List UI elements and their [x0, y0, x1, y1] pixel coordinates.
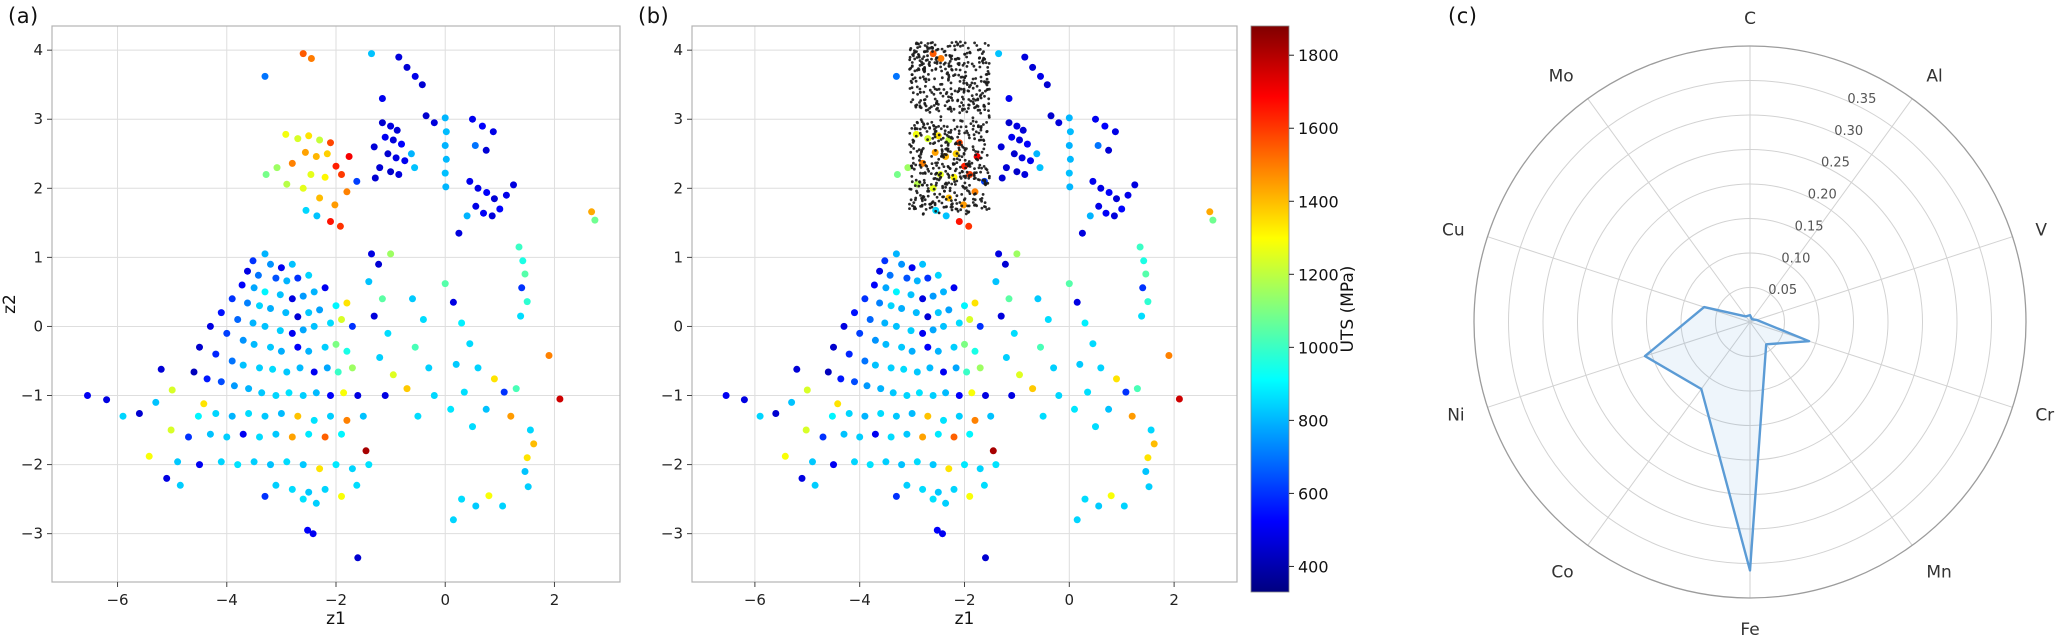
svg-text:C: C: [1744, 9, 1756, 29]
svg-text:−6: −6: [106, 591, 128, 609]
svg-text:Mo: Mo: [1549, 66, 1574, 86]
svg-text:Cr: Cr: [2035, 406, 2054, 426]
panel-b-label: (b): [638, 4, 670, 28]
svg-text:0.15: 0.15: [1795, 219, 1824, 234]
svg-text:3: 3: [673, 110, 683, 128]
svg-text:V: V: [2035, 220, 2047, 240]
svg-text:4: 4: [33, 41, 43, 59]
scatter-points: [84, 50, 599, 562]
svg-text:Al: Al: [1926, 66, 1942, 86]
svg-text:1: 1: [33, 248, 43, 266]
svg-text:−2: −2: [661, 456, 683, 474]
svg-text:0.35: 0.35: [1847, 92, 1876, 107]
scatter-plot-a: −6 −4 −2 0 2 −3 −2 −1 0 1 2 3 4 z1 z2: [0, 25, 621, 629]
axis-ticks: −6 −4 −2 0 2 −3 −2 −1 0 1 2 3 4: [661, 41, 1179, 609]
grid-lines: [52, 26, 620, 582]
colorbar-gradient: [1250, 25, 1290, 593]
svg-text:0.25: 0.25: [1821, 156, 1850, 171]
panel-c-radar: (c) C Al V Cr Mn Fe Co Ni Cu Mo 0.05 0.10 0.15 0.20 0.…: [1360, 0, 2069, 638]
panel-a-label: (a): [8, 4, 39, 28]
colorbar-ticks: 400 600 800 1000 1200 1400 1600 1800: [1289, 46, 1339, 576]
svg-text:−1: −1: [21, 387, 43, 405]
svg-text:600: 600: [1298, 484, 1329, 503]
svg-text:0.05: 0.05: [1768, 283, 1797, 298]
svg-text:−2: −2: [21, 456, 43, 474]
svg-text:Ni: Ni: [1447, 406, 1464, 426]
uts-colorbar: 400 600 800 1000 1200 1400 1600 1800 UTS (MPa): [1250, 25, 1358, 593]
svg-text:0: 0: [33, 317, 43, 335]
svg-text:0.20: 0.20: [1808, 188, 1837, 203]
svg-text:3: 3: [33, 110, 43, 128]
svg-text:2: 2: [673, 179, 683, 197]
svg-text:−4: −4: [849, 591, 871, 609]
svg-text:−6: −6: [744, 591, 766, 609]
x-axis-label: z1: [955, 609, 975, 629]
y-axis-label: z2: [0, 294, 20, 314]
radar-outer-circle: [1473, 45, 2027, 599]
svg-text:0: 0: [440, 591, 450, 609]
svg-text:4: 4: [673, 41, 683, 59]
panel-b-scatter: (b) −6 −4 −2 0 2 −3 −2 −1 0 1 2 3 4 z1: [630, 0, 1245, 638]
svg-text:0.10: 0.10: [1781, 251, 1810, 266]
svg-text:0.30: 0.30: [1834, 124, 1863, 139]
svg-text:Fe: Fe: [1740, 620, 1759, 638]
scatter-points: [722, 50, 1217, 562]
svg-text:Mn: Mn: [1926, 563, 1951, 583]
axis-ticks: −6 −4 −2 0 2 −3 −2 −1 0 1 2 3 4: [21, 41, 559, 609]
svg-text:Cu: Cu: [1442, 220, 1465, 240]
svg-text:1400: 1400: [1298, 192, 1339, 211]
element-labels: C Al V Cr Mn Fe Co Ni Cu Mo: [1442, 9, 2054, 638]
svg-text:1600: 1600: [1298, 119, 1339, 138]
composition-polygon: [1643, 305, 1811, 572]
svg-text:1800: 1800: [1298, 46, 1339, 65]
svg-text:−4: −4: [216, 591, 238, 609]
composition-radar-chart: CAlVCrMnFeCoNiCuMo0.050.100.150.200.250.…: [1442, 9, 2054, 638]
svg-text:−2: −2: [325, 591, 347, 609]
svg-text:2: 2: [1169, 591, 1179, 609]
svg-text:−3: −3: [661, 525, 683, 543]
svg-text:−2: −2: [953, 591, 975, 609]
svg-text:0: 0: [673, 317, 683, 335]
svg-text:400: 400: [1298, 557, 1329, 576]
grid-lines: [692, 26, 1237, 582]
svg-text:0: 0: [1065, 591, 1075, 609]
svg-text:1200: 1200: [1298, 265, 1339, 284]
svg-text:Co: Co: [1551, 563, 1573, 583]
svg-text:2: 2: [33, 179, 43, 197]
sampled-points-cluster: [908, 40, 991, 216]
colorbar-label: UTS (MPa): [1338, 266, 1358, 353]
svg-text:1: 1: [673, 248, 683, 266]
svg-text:1000: 1000: [1298, 338, 1339, 357]
svg-text:2: 2: [550, 591, 560, 609]
svg-text:−1: −1: [661, 387, 683, 405]
x-axis-label: z1: [326, 609, 346, 629]
scatter-plot-b: −6 −4 −2 0 2 −3 −2 −1 0 1 2 3 4 z1: [661, 25, 1238, 629]
panel-c-label: (c): [1448, 4, 1478, 28]
svg-text:800: 800: [1298, 411, 1329, 430]
radial-tick-labels: 0.05 0.10 0.15 0.20 0.25 0.30 0.35: [1768, 92, 1876, 298]
svg-text:−3: −3: [21, 525, 43, 543]
colorbar-panel: 400 600 800 1000 1200 1400 1600 1800 UTS (MPa): [1245, 0, 1360, 638]
panel-a-scatter: (a) −6 −4 −2 0 2 −3 −2 −1 0 1 2 3 4 z1 z2: [0, 0, 630, 638]
